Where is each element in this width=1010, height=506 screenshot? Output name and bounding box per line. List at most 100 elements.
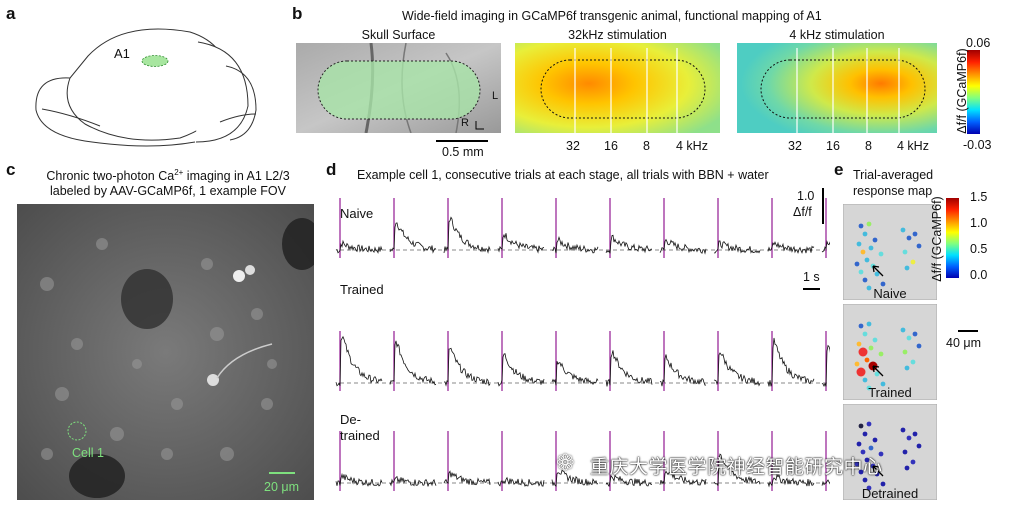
trace-naive-1 xyxy=(335,239,383,254)
row-label-trained: Trained xyxy=(340,282,384,297)
response-map-detrained xyxy=(843,404,937,500)
trace-naive-2 xyxy=(389,222,437,254)
neuron-dot xyxy=(912,231,918,237)
trace-naive-7 xyxy=(659,238,707,255)
neuron-dot xyxy=(858,323,864,329)
map-4khz xyxy=(737,43,937,133)
calcium-traces xyxy=(335,198,830,491)
colorbar-b-min: -0.03 xyxy=(963,138,992,152)
neuron-dot xyxy=(880,481,886,487)
neuron-dot xyxy=(902,349,908,355)
colorbar-e-tick-1.5: 1.5 xyxy=(970,190,988,204)
neuron-dot xyxy=(856,367,866,377)
neuron-dot xyxy=(906,335,912,341)
neuron-dot xyxy=(900,327,906,333)
map-scale-label: 40 μm xyxy=(946,336,981,350)
neuron-dot xyxy=(858,347,868,357)
neuron-dot xyxy=(856,441,862,447)
freq-tick-16-b: 16 xyxy=(826,139,840,153)
colorbar-e xyxy=(946,198,959,278)
trace-trained-8 xyxy=(713,352,761,387)
neuron-dot xyxy=(866,421,872,427)
trace-naive-4 xyxy=(497,233,545,254)
neuron-dot xyxy=(860,449,866,455)
y-scale-unit: Δf/f xyxy=(793,205,812,219)
trace-trained-10 xyxy=(821,344,830,387)
stim4-title: 4 kHz stimulation xyxy=(789,28,885,42)
neuron-dot xyxy=(858,223,864,229)
trace-naive-5 xyxy=(551,235,599,254)
panel-label-e: e xyxy=(834,160,844,179)
colorbar-b-label: Δf/f (GCaMP6f) xyxy=(955,48,969,134)
wechat-icon: ❁ xyxy=(556,450,575,475)
neuron-dot xyxy=(902,449,908,455)
neuron-dot xyxy=(866,285,872,291)
freq-tick-4-a: 4 kHz xyxy=(676,139,708,153)
cell-1-arrow xyxy=(872,465,884,477)
skull-scale-bar xyxy=(436,140,488,142)
trace-naive-3 xyxy=(443,216,491,254)
colorbar-b-max: 0.06 xyxy=(966,36,991,50)
trace-trained-2 xyxy=(389,340,437,386)
two-photon-fov xyxy=(17,204,314,500)
y-scale-bar xyxy=(822,188,824,224)
trace-detrained-9 xyxy=(767,473,815,488)
trace-trained-3 xyxy=(443,347,491,387)
neuron-dot xyxy=(854,261,860,267)
neuron-dot xyxy=(866,385,872,391)
neuron-dot xyxy=(862,231,868,237)
panel-c-title-line2: labeled by AAV-GCaMP6f, 1 example FOV xyxy=(50,184,286,198)
brain-schematic xyxy=(35,28,257,147)
neuron-dot xyxy=(880,381,886,387)
trace-trained-5 xyxy=(551,361,599,386)
neuron-dot xyxy=(904,465,910,471)
neuron-dot xyxy=(868,245,874,251)
trace-detrained-1 xyxy=(335,472,383,487)
neuron-dot xyxy=(872,237,878,243)
neuron-dot xyxy=(854,361,860,367)
response-map-naive xyxy=(843,204,937,300)
trace-detrained-8 xyxy=(713,453,761,486)
trace-trained-7 xyxy=(659,354,707,387)
neuron-dot xyxy=(866,221,872,227)
orientation-L: L xyxy=(492,90,499,102)
panel-d-title: Example cell 1, consecutive trials at ea… xyxy=(357,168,769,182)
trace-naive-10 xyxy=(821,240,830,253)
cell-1-arrow xyxy=(872,365,884,377)
neuron-dot xyxy=(912,331,918,337)
neuron-dot xyxy=(864,257,870,263)
trace-detrained-5 xyxy=(551,469,599,488)
neuron-dot xyxy=(916,443,922,449)
neuron-dot xyxy=(912,431,918,437)
skull-surface-image xyxy=(296,43,501,133)
trace-naive-9 xyxy=(767,241,815,254)
neuron-dot xyxy=(878,351,884,357)
y-scale-value: 1.0 xyxy=(797,189,815,203)
x-scale-bar xyxy=(803,288,820,290)
trace-detrained-4 xyxy=(497,476,545,487)
neuron-dot xyxy=(862,277,868,283)
neuron-dot xyxy=(874,271,880,277)
orientation-R: R xyxy=(461,117,469,129)
trace-detrained-2 xyxy=(389,475,437,487)
neuron-dot xyxy=(862,331,868,337)
neuron-dot xyxy=(916,343,922,349)
map-label-trained: Trained xyxy=(868,385,912,400)
fov-scale-label: 20 μm xyxy=(264,480,299,494)
trace-trained-1 xyxy=(335,335,383,387)
panel-label-a: a xyxy=(6,4,16,23)
a1-label: A1 xyxy=(114,46,130,61)
colorbar-e-label: Δf/f (GCaMP6f) xyxy=(930,196,944,282)
trace-detrained-7 xyxy=(659,470,707,486)
colorbar-e-tick-0.5: 0.5 xyxy=(970,242,988,256)
trace-naive-8 xyxy=(713,240,761,254)
trace-naive-6 xyxy=(605,234,652,254)
stim32-title: 32kHz stimulation xyxy=(568,28,667,42)
neuron-dot xyxy=(864,457,870,463)
neuron-dot xyxy=(878,451,884,457)
neuron-dot xyxy=(872,437,878,443)
neuron-dot xyxy=(874,471,880,477)
panel-label-b: b xyxy=(292,4,303,23)
neuron-dot xyxy=(904,265,910,271)
neuron-dot xyxy=(906,235,912,241)
